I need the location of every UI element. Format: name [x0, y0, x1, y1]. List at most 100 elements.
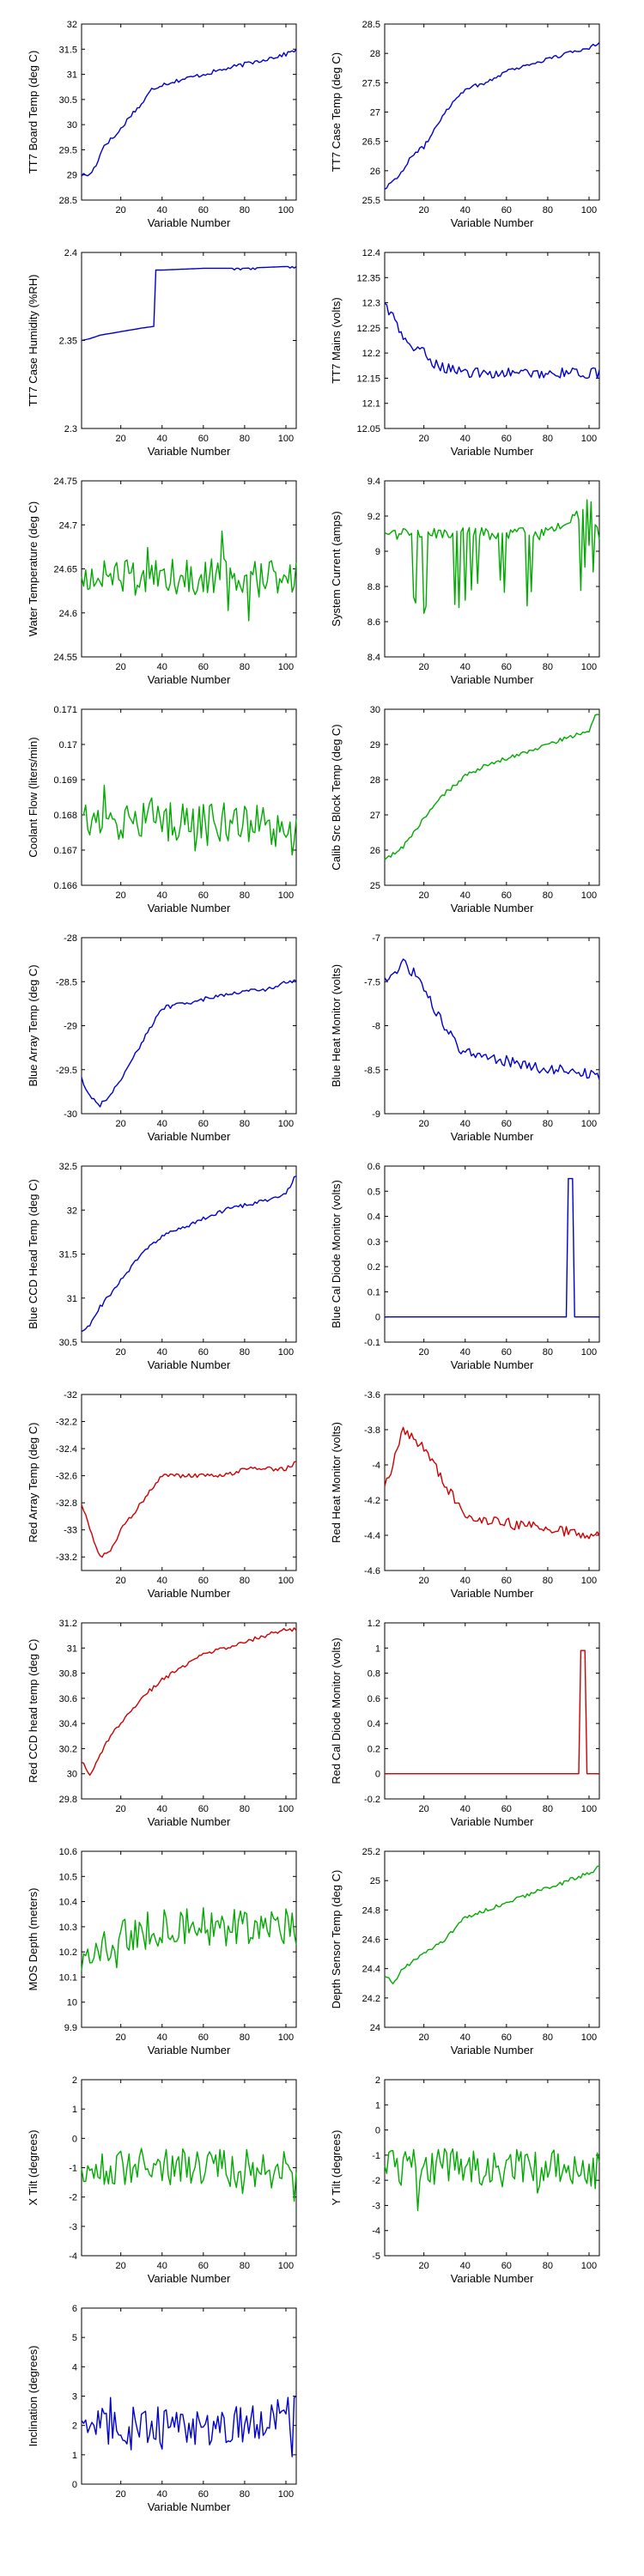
y-tick-label: 0.2 — [368, 1262, 380, 1273]
y-tick-label: 24.8 — [362, 1905, 380, 1916]
y-tick-label: 0.166 — [53, 881, 77, 891]
y-tick-label: -2 — [69, 2193, 77, 2203]
y-tick-label: -30 — [64, 1109, 77, 1120]
y-tick-label: 8.8 — [368, 582, 380, 592]
x-axis-label: Variable Number — [451, 1130, 534, 1143]
y-tick-label: -4 — [372, 2227, 380, 2237]
chart-panel-8: 20 40 60 80 100 25 26 27 28 29 30 Variable Number Ca… — [330, 705, 600, 914]
x-tick-label: 40 — [157, 890, 167, 901]
x-tick-label: 40 — [460, 434, 471, 444]
y-tick-label: 31.5 — [59, 45, 77, 55]
x-axis-label: Variable Number — [148, 902, 231, 914]
x-tick-label: 40 — [460, 1119, 471, 1129]
x-axis-label: Variable Number — [451, 902, 534, 914]
x-tick-label: 80 — [543, 434, 553, 444]
y-tick-label: 31.5 — [59, 1250, 77, 1261]
y-tick-label: 0 — [375, 1313, 380, 1323]
y-tick-label: 1 — [72, 2451, 77, 2461]
x-tick-label: 60 — [198, 2261, 209, 2271]
plot-frame — [81, 937, 297, 1115]
x-tick-label: 20 — [116, 2261, 126, 2271]
y-tick-label: 0.1 — [368, 1287, 380, 1297]
y-tick-label: 2 — [72, 2075, 77, 2086]
chart-panel-4: 20 40 60 80 100 12.05 12.1 12.15 12.2 12.25 12.3 12… — [330, 248, 600, 458]
y-tick-label: 10.4 — [59, 1898, 77, 1908]
series-line — [81, 48, 297, 177]
y-tick-label: 9.2 — [368, 512, 380, 522]
x-tick-label: 60 — [198, 662, 209, 672]
y-tick-label: 0 — [375, 1770, 380, 1780]
y-tick-label: 32.5 — [59, 1162, 77, 1172]
y-tick-label: 31.2 — [59, 1619, 77, 1629]
y-tick-label: 1 — [375, 1643, 380, 1654]
x-tick-label: 60 — [501, 1119, 512, 1129]
x-tick-label: 20 — [419, 662, 429, 672]
x-tick-label: 40 — [157, 2489, 167, 2500]
y-tick-label: -28 — [64, 933, 77, 944]
series-line — [81, 784, 297, 856]
series-line — [81, 2396, 297, 2458]
x-tick-label: 80 — [543, 2261, 553, 2271]
x-axis-label: Variable Number — [148, 1815, 231, 1828]
x-tick-label: 80 — [543, 1804, 553, 1814]
y-tick-label: 30.5 — [59, 1338, 77, 1348]
y-tick-label: -4.2 — [364, 1496, 380, 1506]
x-tick-label: 40 — [460, 205, 471, 216]
y-tick-label: 12.4 — [362, 248, 380, 258]
y-tick-label: -32 — [64, 1390, 77, 1400]
y-tick-label: -33.2 — [56, 1552, 77, 1563]
x-tick-label: 20 — [116, 662, 126, 672]
y-tick-label: 24.6 — [59, 609, 77, 619]
y-tick-label: 24 — [370, 2023, 380, 2033]
x-axis-label: Variable Number — [148, 2272, 231, 2285]
series-line — [384, 714, 600, 860]
y-tick-label: -8 — [372, 1022, 380, 1032]
plot-frame — [384, 480, 600, 658]
x-tick-label: 40 — [460, 2032, 471, 2043]
x-axis-label: Variable Number — [451, 1587, 534, 1600]
y-tick-label: 0 — [375, 2126, 380, 2136]
y-tick-label: 28 — [370, 775, 380, 786]
y-tick-label: -3.8 — [364, 1425, 380, 1436]
y-tick-label: 25.2 — [362, 1847, 380, 1857]
y-tick-label: 9 — [375, 547, 380, 557]
x-axis-label: Variable Number — [451, 1358, 534, 1371]
y-tick-label: 30.2 — [59, 1744, 77, 1754]
y-tick-label: 26 — [370, 846, 380, 856]
x-tick-label: 40 — [157, 662, 167, 672]
x-axis-label: Variable Number — [148, 1358, 231, 1371]
x-tick-label: 100 — [278, 205, 294, 216]
y-tick-label: 30.5 — [59, 95, 77, 106]
x-tick-label: 60 — [198, 1119, 209, 1129]
x-tick-label: 60 — [198, 434, 209, 444]
y-tick-label: 29.5 — [59, 145, 77, 155]
y-tick-label: -32.4 — [56, 1444, 77, 1455]
y-tick-label: 2 — [375, 2075, 380, 2086]
y-tick-label: 24.7 — [59, 520, 77, 531]
x-axis-label: Variable Number — [451, 2044, 534, 2057]
x-tick-label: 60 — [501, 2032, 512, 2043]
y-axis-label: TT7 Board Temp (deg C) — [27, 51, 39, 174]
y-tick-label: -0.2 — [364, 1795, 380, 1805]
y-tick-label: -4 — [69, 2251, 77, 2262]
y-tick-label: -4 — [372, 1461, 380, 1471]
chart-panel-16: 20 40 60 80 100 -0.2 0 0.2 0.4 0.6 0.8 1 1.2 Variable… — [330, 1619, 600, 1828]
y-tick-label: 25 — [370, 1876, 380, 1886]
x-tick-label: 40 — [460, 662, 471, 672]
y-tick-label: 28.5 — [362, 20, 380, 30]
plot-frame — [384, 1622, 600, 1800]
x-tick-label: 40 — [157, 1804, 167, 1814]
x-tick-label: 60 — [501, 1804, 512, 1814]
x-tick-label: 40 — [157, 434, 167, 444]
y-tick-label: -9 — [372, 1109, 380, 1120]
y-tick-label: 1 — [375, 2100, 380, 2111]
y-tick-label: 10.6 — [59, 1847, 77, 1857]
x-tick-label: 80 — [240, 2032, 250, 2043]
x-tick-label: 40 — [460, 1576, 471, 1586]
y-tick-label: 0.17 — [59, 740, 77, 750]
y-axis-label: X Tilt (degrees) — [27, 2129, 39, 2205]
x-tick-label: 80 — [240, 205, 250, 216]
x-tick-label: 100 — [581, 1576, 597, 1586]
x-axis-label: Variable Number — [451, 673, 534, 686]
y-tick-label: -4.4 — [364, 1531, 380, 1541]
